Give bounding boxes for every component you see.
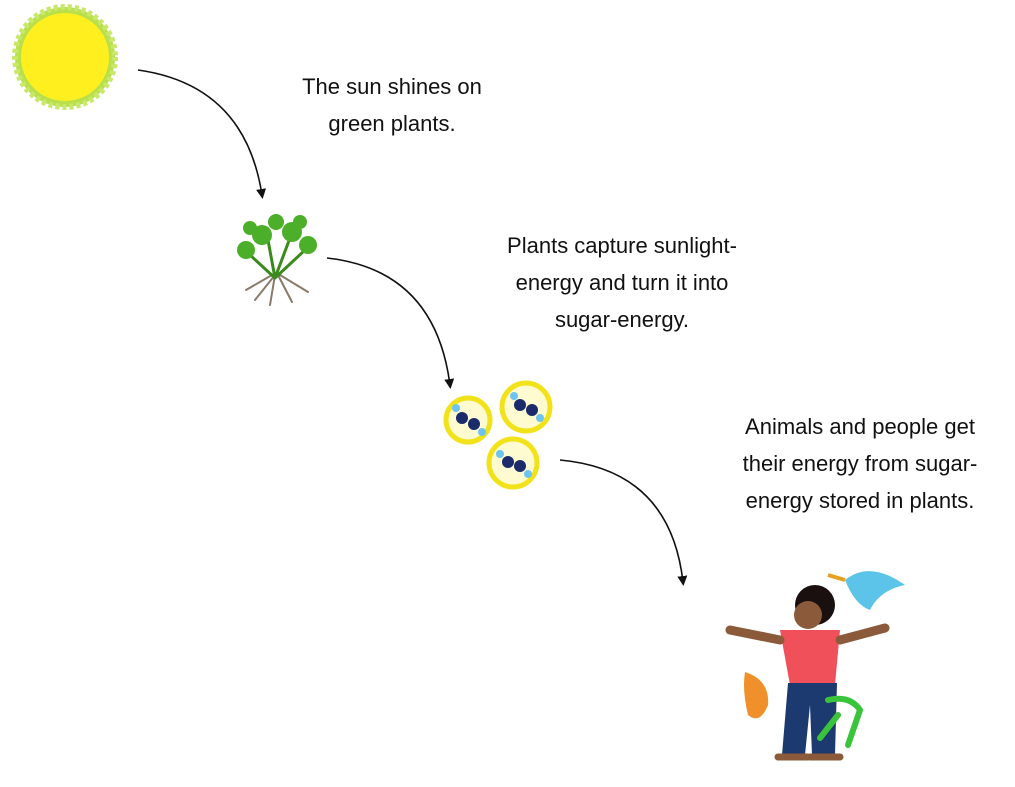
person-icon xyxy=(730,571,905,757)
sugar-icon xyxy=(446,383,550,487)
step-text: Animals and people get xyxy=(745,414,975,439)
arrow xyxy=(560,460,683,582)
step-text: energy and turn it into xyxy=(516,270,729,295)
step-text: sugar-energy. xyxy=(555,307,689,332)
arrow xyxy=(327,258,450,385)
sun-icon xyxy=(15,7,115,107)
step-text: The sun shines on xyxy=(302,74,482,99)
step-text: their energy from sugar- xyxy=(743,451,978,476)
step-labels: The sun shines on green plants. Plants cap… xyxy=(302,74,977,513)
step-text: energy stored in plants. xyxy=(746,488,975,513)
arrow xyxy=(138,70,262,195)
diagram: The sun shines on green plants. Plants cap… xyxy=(0,0,1015,787)
step-text: green plants. xyxy=(328,111,455,136)
step-text: Plants capture sunlight- xyxy=(507,233,737,258)
plant-icon xyxy=(237,214,317,305)
